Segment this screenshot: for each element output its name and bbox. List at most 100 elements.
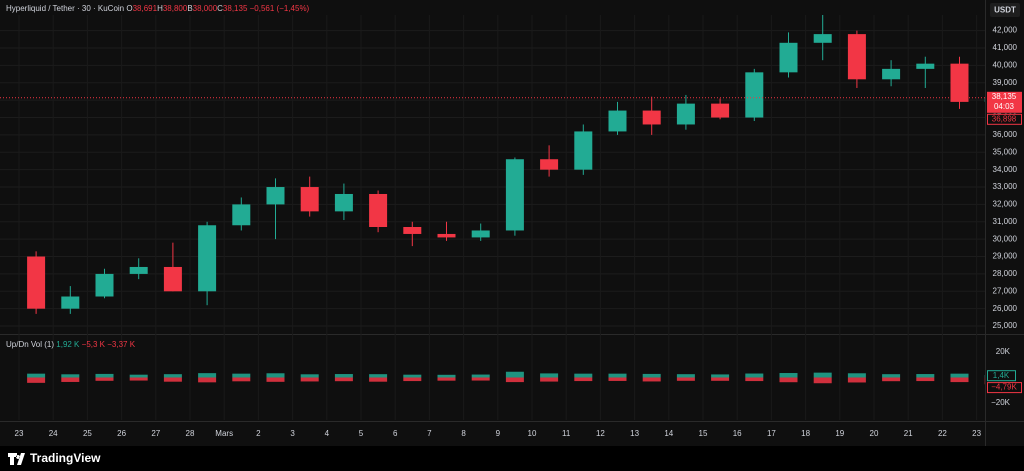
y-tick-label: 25,000 — [993, 321, 1018, 330]
x-tick-label: 12 — [596, 429, 605, 438]
x-tick-label: 3 — [290, 429, 295, 438]
x-tick-label: 8 — [461, 429, 466, 438]
x-tick-label: 9 — [496, 429, 501, 438]
volume-bar — [882, 377, 901, 382]
x-tick-label: 16 — [733, 429, 742, 438]
y-tick-label: 32,000 — [993, 200, 1018, 209]
y-tick-label: 36,000 — [993, 130, 1018, 139]
x-tick-label: 5 — [359, 429, 364, 438]
y-tick-label: 27,000 — [993, 286, 1018, 295]
volume-bar — [540, 373, 559, 378]
volume-bar — [574, 377, 593, 382]
candle-body — [882, 68, 901, 80]
candle-body — [129, 266, 148, 274]
candle-body — [608, 110, 627, 132]
x-tick-label: 20 — [870, 429, 879, 438]
candle-body — [471, 230, 490, 238]
volume-bar — [608, 377, 627, 381]
ohlc-value: 38,800 — [163, 4, 188, 13]
volume-legend-value: −3,37 K — [107, 340, 135, 349]
x-tick-label: Mars — [215, 429, 233, 438]
candle-body — [403, 227, 422, 234]
volume-bar — [232, 377, 251, 382]
x-tick-label: 10 — [528, 429, 537, 438]
volume-bar — [300, 377, 319, 382]
volume-bar — [27, 377, 46, 383]
marker-price-box — [987, 113, 1022, 125]
y-tick-label: 33,000 — [993, 182, 1018, 191]
volume-bar — [129, 374, 148, 378]
candle-body — [232, 204, 251, 226]
volume-bar — [403, 374, 422, 378]
x-tick-label: 2 — [256, 429, 261, 438]
volume-bar — [163, 374, 182, 378]
ohlc-key: H — [157, 4, 163, 13]
candle-body — [300, 187, 319, 212]
currency-box[interactable] — [990, 3, 1020, 17]
candle-body — [505, 159, 524, 231]
candle-body — [642, 110, 661, 125]
x-tick-label: 19 — [835, 429, 844, 438]
x-tick-label: 18 — [801, 429, 810, 438]
volume-bar — [95, 377, 114, 381]
candle-body — [266, 187, 285, 205]
volume-bar — [950, 377, 969, 383]
volume-bar — [574, 373, 593, 378]
x-tick-label: 28 — [186, 429, 195, 438]
volume-bar — [779, 377, 798, 383]
volume-bar — [711, 374, 730, 378]
volume-bar — [437, 377, 456, 381]
candle-body — [676, 103, 695, 125]
volume-bar — [300, 374, 319, 378]
currency[interactable]: USDT — [994, 6, 1016, 15]
y-tick-label: 34,000 — [993, 165, 1018, 174]
x-tick-label: 23 — [972, 429, 981, 438]
volume-bar — [61, 377, 80, 382]
volume-bar — [471, 374, 490, 378]
y-tick-label: 30,000 — [993, 234, 1018, 243]
x-tick-label: 7 — [427, 429, 432, 438]
candle-body — [163, 266, 182, 292]
volume-bar — [847, 373, 866, 378]
volume-legend: Up/Dn Vol (1) 1,92 K −5,3 K −3,37 K — [6, 340, 136, 349]
volume-bar — [984, 375, 985, 378]
volume-bar — [198, 373, 217, 378]
ohlc-value: 38,691 — [133, 4, 158, 13]
y-tick-label: 26,000 — [993, 304, 1018, 313]
volume-bar — [403, 377, 422, 382]
candle-body — [369, 193, 388, 227]
y-tick-label: 39,000 — [993, 78, 1018, 87]
y-tick-label: 42,000 — [993, 26, 1018, 35]
volume-bar — [813, 372, 832, 378]
chart-title: Hyperliquid / Tether · 30 · KuCoin — [6, 4, 124, 13]
x-tick-label: 22 — [938, 429, 947, 438]
candle-body — [437, 233, 456, 238]
volume-bar — [471, 377, 490, 381]
candle-body — [27, 256, 46, 309]
volume-bar — [676, 374, 695, 378]
last-price: 38,135 — [992, 92, 1017, 101]
volume-bar — [813, 377, 832, 384]
candle-body — [540, 159, 559, 170]
ohlc-key: O — [126, 4, 132, 13]
logo[interactable] — [8, 453, 25, 465]
candle-body — [950, 63, 969, 102]
volume-bar — [163, 377, 182, 382]
ohlc-value: 38,135 — [223, 4, 248, 13]
candle-body — [847, 34, 866, 80]
volume-bar — [334, 377, 353, 382]
volume-up-box — [987, 370, 1016, 382]
candle-body — [745, 72, 764, 118]
volume-bar — [437, 374, 456, 378]
volume-bar — [711, 377, 730, 381]
volume-bar — [745, 377, 764, 382]
y-tick-label: 29,000 — [993, 252, 1018, 261]
volume-bar — [266, 377, 285, 382]
candle-body — [61, 296, 80, 309]
volume-bar — [505, 371, 524, 378]
volume-bar — [916, 377, 935, 382]
brand[interactable]: TradingView — [30, 451, 101, 465]
volume-bar — [198, 377, 217, 383]
footer-bar — [0, 446, 1024, 471]
